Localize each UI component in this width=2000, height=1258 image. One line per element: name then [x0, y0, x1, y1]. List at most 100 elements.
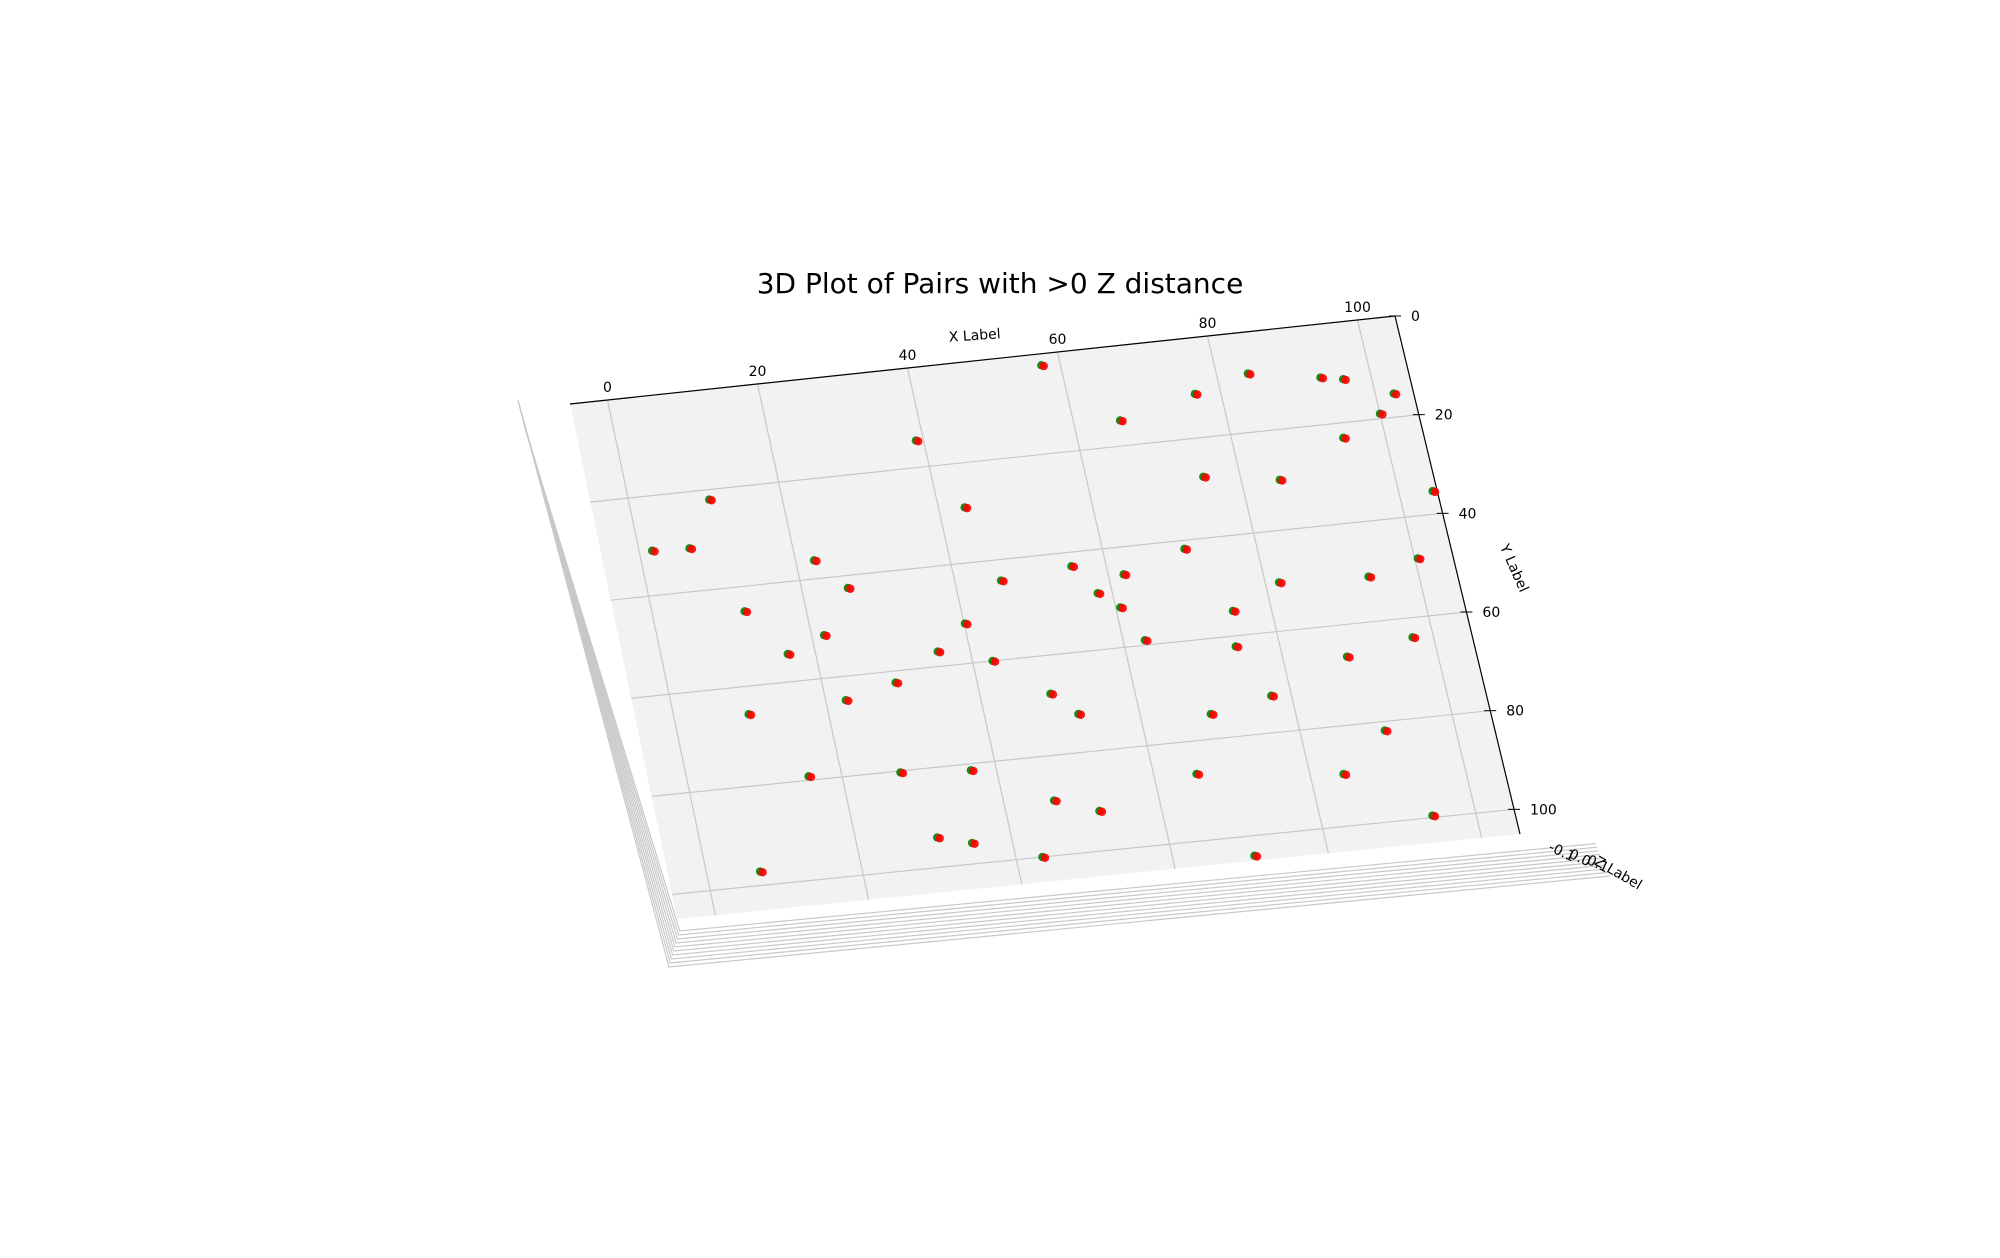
point-series-red: [1430, 487, 1440, 497]
point-series-red: [914, 437, 923, 446]
side-pane-edge: [522, 419, 1601, 944]
point-series-red: [1246, 370, 1255, 379]
side-pane-edge: [523, 422, 1599, 940]
x-axis-label: X Label: [948, 326, 1001, 346]
point-series-red: [758, 868, 767, 877]
point-series-red: [1341, 434, 1350, 443]
point-series-red: [1209, 710, 1218, 719]
point-series-red: [1121, 570, 1131, 580]
x-tick-label: 40: [899, 348, 917, 364]
y-axis-line: [1394, 315, 1521, 835]
point-series-red: [822, 631, 831, 641]
point-series-red: [1252, 852, 1262, 861]
grid-line-x: [1056, 351, 1176, 869]
point-series-red: [1076, 710, 1086, 719]
point-series-red: [970, 839, 979, 848]
point-series-red: [1416, 554, 1425, 564]
y-tick-label: 40: [1459, 506, 1477, 522]
side-pane-edge: [519, 409, 1606, 956]
point-series-red: [1345, 653, 1354, 662]
point-series-red: [1143, 636, 1152, 646]
point-series-red: [962, 503, 972, 513]
point-series-red: [806, 772, 816, 782]
x-axis-line: [569, 315, 1396, 405]
point-series-red: [746, 710, 756, 720]
grid-line-x: [1206, 335, 1329, 854]
x-tick-label: 20: [749, 364, 767, 380]
point-series-red: [1039, 361, 1048, 371]
point-series-red: [1341, 375, 1350, 385]
point-series-red: [1052, 797, 1061, 806]
point-series-red: [1201, 473, 1210, 482]
point-series-red: [1234, 642, 1243, 652]
point-series-red: [1097, 807, 1107, 816]
point-series-red: [1048, 690, 1058, 699]
point-series-red: [1341, 770, 1351, 780]
floor-pane: [570, 316, 1520, 919]
point-series-red: [1383, 727, 1392, 736]
point-series-red: [1378, 410, 1387, 419]
grid-line-x: [606, 399, 716, 916]
side-pane-edge: [517, 399, 1611, 968]
point-series-red: [1095, 589, 1105, 599]
point-series-red: [707, 496, 716, 505]
point-series-red: [786, 650, 795, 659]
point-series-red: [650, 547, 659, 556]
point-series-red: [1391, 390, 1401, 399]
point-series-red: [935, 834, 944, 843]
point-series-red: [846, 584, 855, 593]
grid-line-y: [610, 512, 1443, 601]
grid-line-y: [590, 414, 1419, 503]
point-series-red: [1118, 417, 1127, 426]
x-tick-label: 80: [1199, 316, 1217, 332]
point-series-red: [1277, 578, 1286, 588]
point-series-red: [1430, 812, 1440, 821]
point-series-red: [893, 679, 903, 688]
grid-line-x: [756, 383, 870, 900]
x-tick-label: 0: [603, 380, 612, 396]
point-series-red: [936, 648, 945, 657]
side-pane-edge: [519, 406, 1607, 960]
chart-title: 3D Plot of Pairs with >0 Z distance: [757, 267, 1244, 300]
x-tick-label: 100: [1344, 300, 1371, 316]
point-series-red: [1231, 607, 1240, 616]
point-series-red: [1278, 476, 1287, 485]
point-series-red: [1193, 390, 1202, 399]
point-series-red: [844, 696, 853, 706]
grid-line-x: [1356, 319, 1483, 839]
side-pane-edge: [523, 425, 1598, 936]
y-tick-label: 80: [1506, 704, 1524, 720]
grid-line-y: [631, 611, 1467, 699]
y-tick-label: 20: [1435, 408, 1453, 424]
y-tick-label: 0: [1411, 309, 1420, 325]
point-series-red: [1118, 604, 1128, 613]
x-tick-label: 60: [1049, 332, 1067, 348]
scatter-points: [647, 361, 1440, 877]
point-series-red: [1040, 853, 1050, 862]
axis-lines: [569, 315, 1521, 835]
point-series-red: [1069, 562, 1079, 572]
point-series-red: [742, 607, 752, 617]
side-pane-edge: [521, 415, 1603, 948]
side-pane-edge: [520, 412, 1604, 952]
side-pane-edge: [518, 403, 1609, 964]
grid-line-y: [671, 808, 1515, 896]
point-series-red: [687, 544, 697, 554]
point-series-red: [1366, 573, 1376, 582]
point-series-red: [969, 766, 978, 776]
point-series-red: [1269, 692, 1279, 701]
point-series-red: [1182, 545, 1192, 554]
grid-line-y: [651, 710, 1491, 797]
point-series-red: [1194, 770, 1204, 779]
y-tick-label: 100: [1530, 802, 1557, 818]
point-series-red: [999, 577, 1008, 586]
point-series-red: [1410, 633, 1420, 643]
point-series-red: [990, 657, 1000, 666]
side-pane-edge: [524, 428, 1596, 932]
y-tick-label: 60: [1482, 605, 1500, 621]
y-axis-label: Y Label: [1496, 541, 1532, 595]
point-series-red: [812, 556, 821, 566]
point-series-red: [963, 620, 972, 629]
